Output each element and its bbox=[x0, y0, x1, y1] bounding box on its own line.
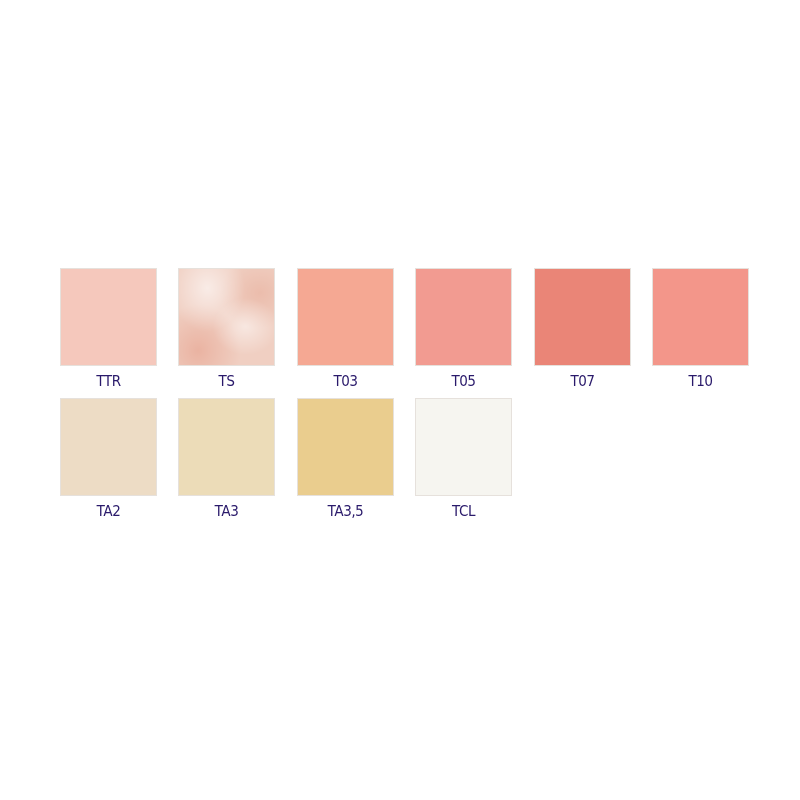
swatch-label: T05 bbox=[451, 372, 476, 390]
swatch-color bbox=[534, 268, 631, 366]
swatch-label: T03 bbox=[333, 372, 358, 390]
swatch-color bbox=[60, 398, 157, 496]
swatch-color bbox=[652, 268, 749, 366]
swatch-label: T07 bbox=[570, 372, 595, 390]
swatch-label: TA3 bbox=[214, 502, 239, 520]
swatch-color bbox=[60, 268, 157, 366]
swatch-color bbox=[178, 398, 275, 496]
swatch-color bbox=[415, 398, 512, 496]
swatch-t03: T03 bbox=[297, 268, 394, 390]
swatch-t07: T07 bbox=[534, 268, 631, 390]
swatch-label: TA2 bbox=[96, 502, 121, 520]
swatch-label: T10 bbox=[688, 372, 713, 390]
swatch-color bbox=[415, 268, 512, 366]
swatch-ttr: TTR bbox=[60, 268, 157, 390]
swatch-color bbox=[297, 398, 394, 496]
swatch-tcl: TCL bbox=[415, 398, 512, 520]
swatch-label: TA3,5 bbox=[327, 502, 364, 520]
swatch-label: TCL bbox=[451, 502, 476, 520]
swatch-ta2: TA2 bbox=[60, 398, 157, 520]
swatch-ta3-5: TA3,5 bbox=[297, 398, 394, 520]
swatch-t10: T10 bbox=[652, 268, 749, 390]
swatch-ts: TS bbox=[178, 268, 275, 390]
swatch-label: TTR bbox=[96, 372, 121, 390]
swatch-color bbox=[178, 268, 275, 366]
swatch-label: TS bbox=[218, 372, 235, 390]
swatch-t05: T05 bbox=[415, 268, 512, 390]
swatch-ta3: TA3 bbox=[178, 398, 275, 520]
swatch-color bbox=[297, 268, 394, 366]
